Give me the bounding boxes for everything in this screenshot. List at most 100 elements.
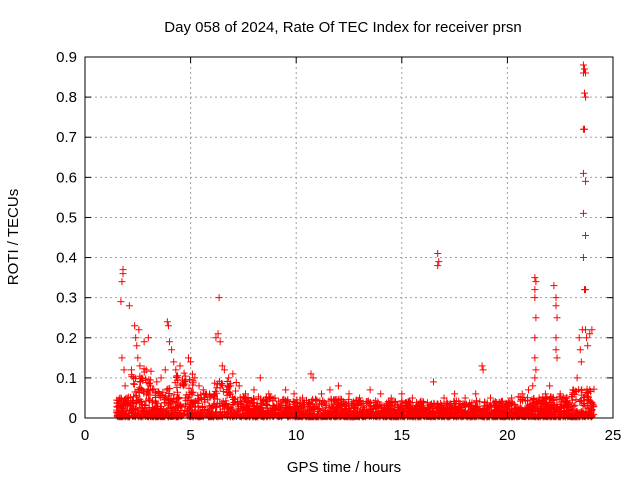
noise-point xyxy=(127,406,135,414)
data-point xyxy=(366,386,374,394)
noise-point xyxy=(194,392,202,400)
data-point xyxy=(532,278,540,286)
noise-point xyxy=(180,369,188,377)
x-tick-label: 15 xyxy=(393,427,410,444)
data-point xyxy=(531,334,539,342)
noise-point xyxy=(459,412,467,420)
noise-point xyxy=(500,406,508,414)
noise-point xyxy=(185,384,193,392)
data-point xyxy=(309,374,317,382)
noise-point xyxy=(289,403,297,411)
noise-point xyxy=(513,412,521,420)
noise-point xyxy=(572,396,580,404)
data-point xyxy=(153,378,161,386)
noise-point xyxy=(341,408,349,416)
data-point xyxy=(117,394,125,402)
data-point xyxy=(573,374,581,382)
noise-point xyxy=(240,403,248,411)
y-tick-label: 0 xyxy=(69,410,77,427)
noise-point xyxy=(529,404,537,412)
noise-point xyxy=(189,399,197,407)
data-point xyxy=(531,286,539,294)
noise-point xyxy=(312,395,320,403)
noise-point xyxy=(511,404,519,412)
noise-point xyxy=(219,381,227,389)
noise-point xyxy=(133,398,141,406)
data-point xyxy=(345,390,353,398)
data-point xyxy=(118,278,126,286)
data-point xyxy=(256,374,264,382)
noise-point xyxy=(427,410,435,418)
data-point xyxy=(115,402,123,410)
noise-point xyxy=(175,402,183,410)
noise-point xyxy=(117,408,125,416)
data-point xyxy=(387,394,395,402)
data-point xyxy=(408,394,416,402)
data-point xyxy=(577,358,585,366)
noise-point xyxy=(553,395,561,403)
y-tick-label: 0.3 xyxy=(56,290,77,307)
data-point xyxy=(174,374,182,382)
data-point xyxy=(206,390,214,398)
noise-point xyxy=(366,406,374,414)
data-point xyxy=(579,61,587,69)
noise-point xyxy=(480,412,488,420)
noise-point xyxy=(275,397,283,405)
y-tick-label: 0.2 xyxy=(56,330,77,347)
noise-point xyxy=(400,408,408,416)
noise-point xyxy=(190,398,198,406)
noise-point xyxy=(373,401,381,409)
y-tick-label: 0.1 xyxy=(56,370,77,387)
noise-point xyxy=(419,404,427,412)
data-point xyxy=(550,282,558,290)
noise-point xyxy=(128,405,136,413)
noise-point xyxy=(247,396,255,404)
noise-point xyxy=(556,403,564,411)
data-point xyxy=(242,390,250,398)
noise-point xyxy=(173,383,181,391)
noise-point xyxy=(510,400,518,408)
data-point xyxy=(356,394,364,402)
noise-point xyxy=(539,399,547,407)
data-point xyxy=(215,294,223,302)
noise-point xyxy=(213,403,221,411)
noise-point xyxy=(169,409,177,417)
noise-point xyxy=(494,408,502,416)
y-tick-label: 0.6 xyxy=(56,169,77,186)
data-point xyxy=(130,374,138,382)
noise-point xyxy=(401,403,409,411)
noise-point xyxy=(404,413,412,421)
noise-point xyxy=(116,413,124,421)
data-point xyxy=(434,250,442,258)
noise-point xyxy=(136,384,144,392)
data-point xyxy=(553,354,561,362)
noise-point xyxy=(318,400,326,408)
noise-point xyxy=(164,385,172,393)
noise-point xyxy=(328,400,336,408)
noise-point xyxy=(142,401,150,409)
noise-point xyxy=(491,413,499,421)
noise-point xyxy=(569,407,577,415)
noise-point xyxy=(564,401,572,409)
data-point xyxy=(184,354,192,362)
noise-point xyxy=(454,407,462,415)
noise-point xyxy=(534,407,542,415)
noise-point xyxy=(519,407,527,415)
noise-point xyxy=(172,372,180,380)
noise-point xyxy=(560,401,568,409)
noise-point xyxy=(347,410,355,418)
noise-point xyxy=(275,407,283,415)
noise-point xyxy=(285,409,293,417)
data-point xyxy=(579,209,587,217)
grid-lines xyxy=(85,57,613,418)
data-point xyxy=(220,366,228,374)
data-point xyxy=(576,346,584,354)
data-point xyxy=(146,382,154,390)
noise-point xyxy=(584,408,592,416)
noise-point xyxy=(113,399,121,407)
noise-point xyxy=(457,404,465,412)
noise-point xyxy=(113,403,121,411)
noise-point xyxy=(546,409,554,417)
noise-point xyxy=(153,405,161,413)
data-point xyxy=(265,390,273,398)
